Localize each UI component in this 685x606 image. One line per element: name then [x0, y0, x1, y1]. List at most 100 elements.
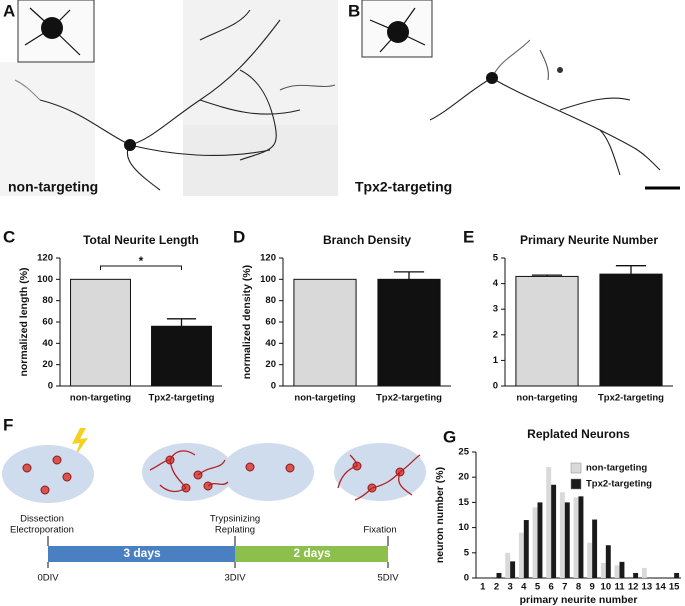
panel-label: D	[233, 227, 245, 246]
legend-swatch	[570, 462, 582, 474]
significance-bracket	[100, 265, 182, 270]
step-label: Trypsinizing	[210, 514, 260, 525]
legend-label: Tpx2-targeting	[586, 479, 652, 490]
error-bar	[166, 318, 197, 327]
y-tick-label: 0	[48, 381, 53, 392]
y-tick-label: 20	[458, 472, 469, 483]
y-tick-label: 100	[37, 274, 53, 285]
bar	[619, 561, 625, 578]
bar	[592, 519, 598, 578]
x-tick-label: Tpx2-targeting	[149, 393, 215, 404]
bar	[551, 484, 557, 578]
panel-label: A	[3, 1, 15, 20]
x-tick-label: 2	[494, 582, 499, 593]
step-label: Electroporation	[10, 525, 74, 536]
bar	[151, 325, 212, 387]
y-tick-label: 4	[493, 278, 499, 289]
y-axis-label: neuron number (%)	[434, 467, 446, 563]
y-tick-label: 20	[265, 359, 276, 370]
x-tick-label: 1	[480, 582, 486, 593]
x-tick-label: 5	[535, 582, 541, 593]
x-tick-label: 8	[576, 582, 581, 593]
micrograph-a	[0, 0, 338, 196]
div-label: 0DIV	[37, 573, 59, 584]
y-tick-label: 0	[271, 381, 276, 392]
bar	[573, 497, 579, 578]
period-label: 2 days	[293, 546, 331, 560]
y-tick-label: 120	[260, 253, 276, 264]
bar	[523, 520, 529, 578]
y-tick-label: 0	[464, 573, 469, 584]
bar	[537, 502, 543, 578]
y-tick-label: 2	[493, 329, 498, 340]
y-tick-label: 120	[37, 253, 53, 264]
y-tick-label: 40	[42, 338, 53, 349]
bar	[614, 565, 620, 578]
panel-label: C	[3, 227, 15, 246]
step-label: Replating	[215, 525, 255, 536]
y-tick-label: 5	[493, 253, 499, 264]
y-axis-label: normalized density (%)	[241, 265, 253, 379]
x-tick-label: non-targeting	[516, 393, 577, 404]
y-tick-label: 20	[42, 359, 53, 370]
chart-title: Total Neurite Length	[83, 233, 199, 247]
legend-label: non-targeting	[586, 463, 647, 474]
bar	[587, 542, 593, 578]
bar	[505, 552, 511, 578]
x-tick-label: 6	[549, 582, 554, 593]
x-tick-label: non-targeting	[294, 393, 355, 404]
chart-title: Primary Neurite Number	[520, 233, 658, 247]
bar	[605, 545, 611, 578]
y-tick-label: 15	[458, 497, 469, 508]
bar	[578, 496, 584, 578]
error-bar	[393, 271, 425, 280]
panel-label: B	[348, 1, 360, 20]
bar	[600, 562, 606, 578]
x-axis-label: primary neurite number	[520, 594, 638, 606]
x-tick-label: Tpx2-targeting	[598, 393, 664, 404]
bar	[377, 278, 441, 387]
div-label: 5DIV	[377, 573, 399, 584]
y-tick-label: 40	[265, 338, 276, 349]
error-bar	[531, 274, 563, 277]
bar	[510, 561, 516, 578]
x-tick-label: Tpx2-targeting	[376, 393, 442, 404]
x-tick-label: 9	[590, 582, 595, 593]
image-caption: Tpx2-targeting	[355, 179, 452, 195]
x-tick-label: non-targeting	[70, 393, 131, 404]
y-tick-label: 10	[458, 522, 469, 533]
significance-label: *	[139, 254, 144, 268]
y-tick-label: 60	[265, 317, 276, 328]
step-label: Fixation	[363, 525, 396, 536]
bar	[546, 467, 552, 578]
y-tick-label: 5	[464, 547, 470, 558]
bar	[515, 275, 579, 387]
chart-title: Branch Density	[323, 233, 411, 247]
bar	[599, 273, 663, 387]
y-tick-label: 0	[493, 381, 498, 392]
chart-title: Replated Neurons	[527, 427, 630, 441]
bar	[293, 278, 357, 387]
y-axis-label: normalized length (%)	[18, 267, 30, 376]
y-tick-label: 3	[493, 304, 498, 315]
x-tick-label: 7	[562, 582, 567, 593]
bar	[70, 278, 131, 387]
bar	[496, 572, 502, 578]
x-tick-label: 12	[628, 582, 639, 593]
panel-label: G	[443, 427, 456, 446]
bar	[564, 502, 570, 578]
div-label: 3DIV	[224, 573, 246, 584]
panel-label: F	[3, 415, 13, 434]
x-tick-label: 15	[669, 582, 680, 593]
bar	[674, 572, 680, 578]
period-label: 3 days	[123, 546, 161, 560]
error-bar	[615, 265, 647, 275]
legend-swatch	[570, 478, 582, 490]
step-label: Dissection	[20, 514, 64, 525]
bar	[532, 507, 538, 578]
panel-label: E	[463, 227, 474, 246]
x-tick-label: 4	[521, 582, 527, 593]
y-tick-label: 80	[42, 295, 53, 306]
x-tick-label: 11	[614, 582, 625, 593]
